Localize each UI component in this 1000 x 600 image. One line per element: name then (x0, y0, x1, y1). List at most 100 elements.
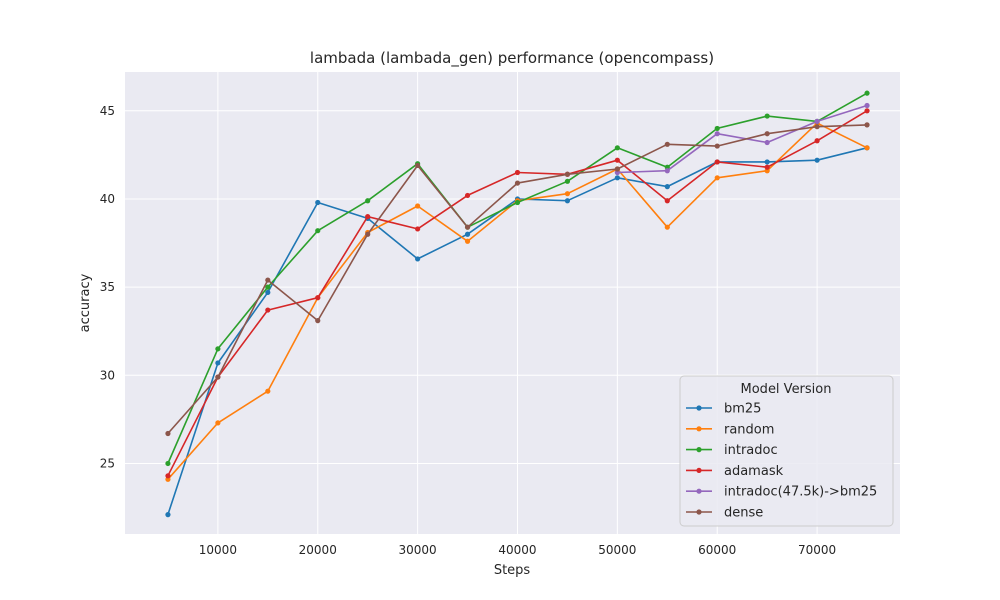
data-point (614, 166, 620, 172)
data-point (714, 131, 720, 137)
data-point (265, 388, 271, 394)
data-point (714, 175, 720, 181)
data-point (714, 159, 720, 165)
data-point (365, 198, 371, 204)
series-dense (165, 122, 870, 437)
data-point (564, 191, 571, 197)
data-point (614, 157, 620, 163)
data-point (464, 224, 471, 230)
x-tick-labels: 10000 20000 30000 40000 50000 60000 70000 (199, 543, 836, 557)
data-point (464, 231, 471, 237)
legend-box (679, 375, 894, 527)
data-point (165, 460, 171, 467)
data-point (215, 346, 221, 352)
data-point (215, 374, 221, 380)
data-point (315, 295, 321, 301)
legend-item: intradoc (686, 443, 778, 458)
data-point (365, 231, 371, 237)
data-point (864, 122, 870, 128)
data-point (165, 512, 171, 518)
data-point (415, 203, 421, 209)
data-point (714, 143, 720, 149)
y-axis-label: accuracy (78, 273, 93, 332)
legend: Model Version bm25 random intradoc adamask i… (679, 375, 894, 527)
legend-item: dense (686, 506, 763, 521)
data-point (265, 277, 271, 283)
legend-label: dense (724, 506, 763, 521)
legend-swatch-marker (696, 426, 702, 432)
x-tick-label: 40000 (498, 543, 536, 557)
legend-swatch-marker (696, 405, 702, 411)
data-point (415, 256, 421, 262)
grid-lines (125, 72, 900, 534)
x-tick-label: 60000 (698, 543, 736, 557)
legend-swatch-marker (696, 447, 702, 453)
x-tick-label: 10000 (199, 543, 237, 557)
y-tick-label: 40 (100, 192, 115, 206)
data-point (864, 90, 870, 96)
legend-label: bm25 (724, 402, 761, 417)
legend-label: intradoc(47.5k)->bm25 (724, 485, 877, 500)
series-intradoc (165, 90, 870, 467)
y-tick-label: 25 (100, 456, 115, 470)
data-point (265, 307, 271, 313)
data-point (265, 289, 271, 296)
data-point (165, 430, 171, 437)
data-point (864, 102, 870, 109)
data-point (814, 138, 820, 144)
data-point (764, 131, 770, 137)
y-tick-label: 45 (100, 104, 115, 118)
chart-title: lambada (lambada_gen) performance (openc… (310, 49, 714, 68)
series-group (165, 90, 870, 518)
data-point (664, 184, 670, 190)
data-point (464, 192, 471, 199)
x-tick-label: 30000 (399, 543, 437, 557)
data-point (564, 171, 571, 177)
legend-item: bm25 (686, 402, 761, 417)
data-point (664, 141, 670, 147)
legend-label: intradoc (724, 443, 778, 458)
data-point (864, 108, 870, 114)
y-tick-label: 30 (100, 368, 115, 382)
data-point (814, 124, 820, 130)
data-point (664, 224, 670, 230)
data-point (764, 159, 770, 165)
data-point (564, 198, 571, 204)
legend-item: intradoc(47.5k)->bm25 (686, 485, 877, 500)
data-point (664, 168, 670, 174)
data-point (315, 228, 321, 234)
legend-label: adamask (724, 464, 784, 479)
data-point (614, 145, 620, 151)
data-point (764, 139, 770, 146)
legend-swatch-marker (696, 488, 702, 494)
data-point (714, 125, 720, 132)
data-point (514, 180, 521, 186)
x-axis-label: Steps (494, 563, 531, 578)
series-intradoc(47.5k)->bm25 (614, 102, 870, 176)
data-point (415, 162, 421, 169)
series-adamask (165, 108, 870, 479)
data-point (315, 318, 321, 324)
data-point (814, 118, 820, 124)
data-point (464, 238, 471, 244)
data-point (814, 157, 820, 163)
x-tick-label: 70000 (798, 543, 836, 557)
data-point (215, 420, 221, 426)
x-tick-label: 20000 (299, 543, 337, 557)
legend-item: adamask (686, 464, 784, 479)
data-point (564, 178, 571, 184)
legend-item: random (686, 422, 774, 437)
x-tick-label: 50000 (598, 543, 636, 557)
y-tick-labels: 25 30 35 40 45 (100, 104, 115, 471)
legend-items: bm25 random intradoc adamask intradoc(47.5k)… (686, 402, 877, 521)
data-point (265, 284, 271, 290)
legend-swatch-marker (696, 509, 702, 515)
y-tick-label: 35 (100, 280, 115, 294)
legend-swatch-marker (696, 467, 702, 473)
data-point (165, 473, 171, 479)
data-point (215, 360, 221, 366)
series-line (617, 104, 868, 174)
data-point (415, 226, 421, 232)
